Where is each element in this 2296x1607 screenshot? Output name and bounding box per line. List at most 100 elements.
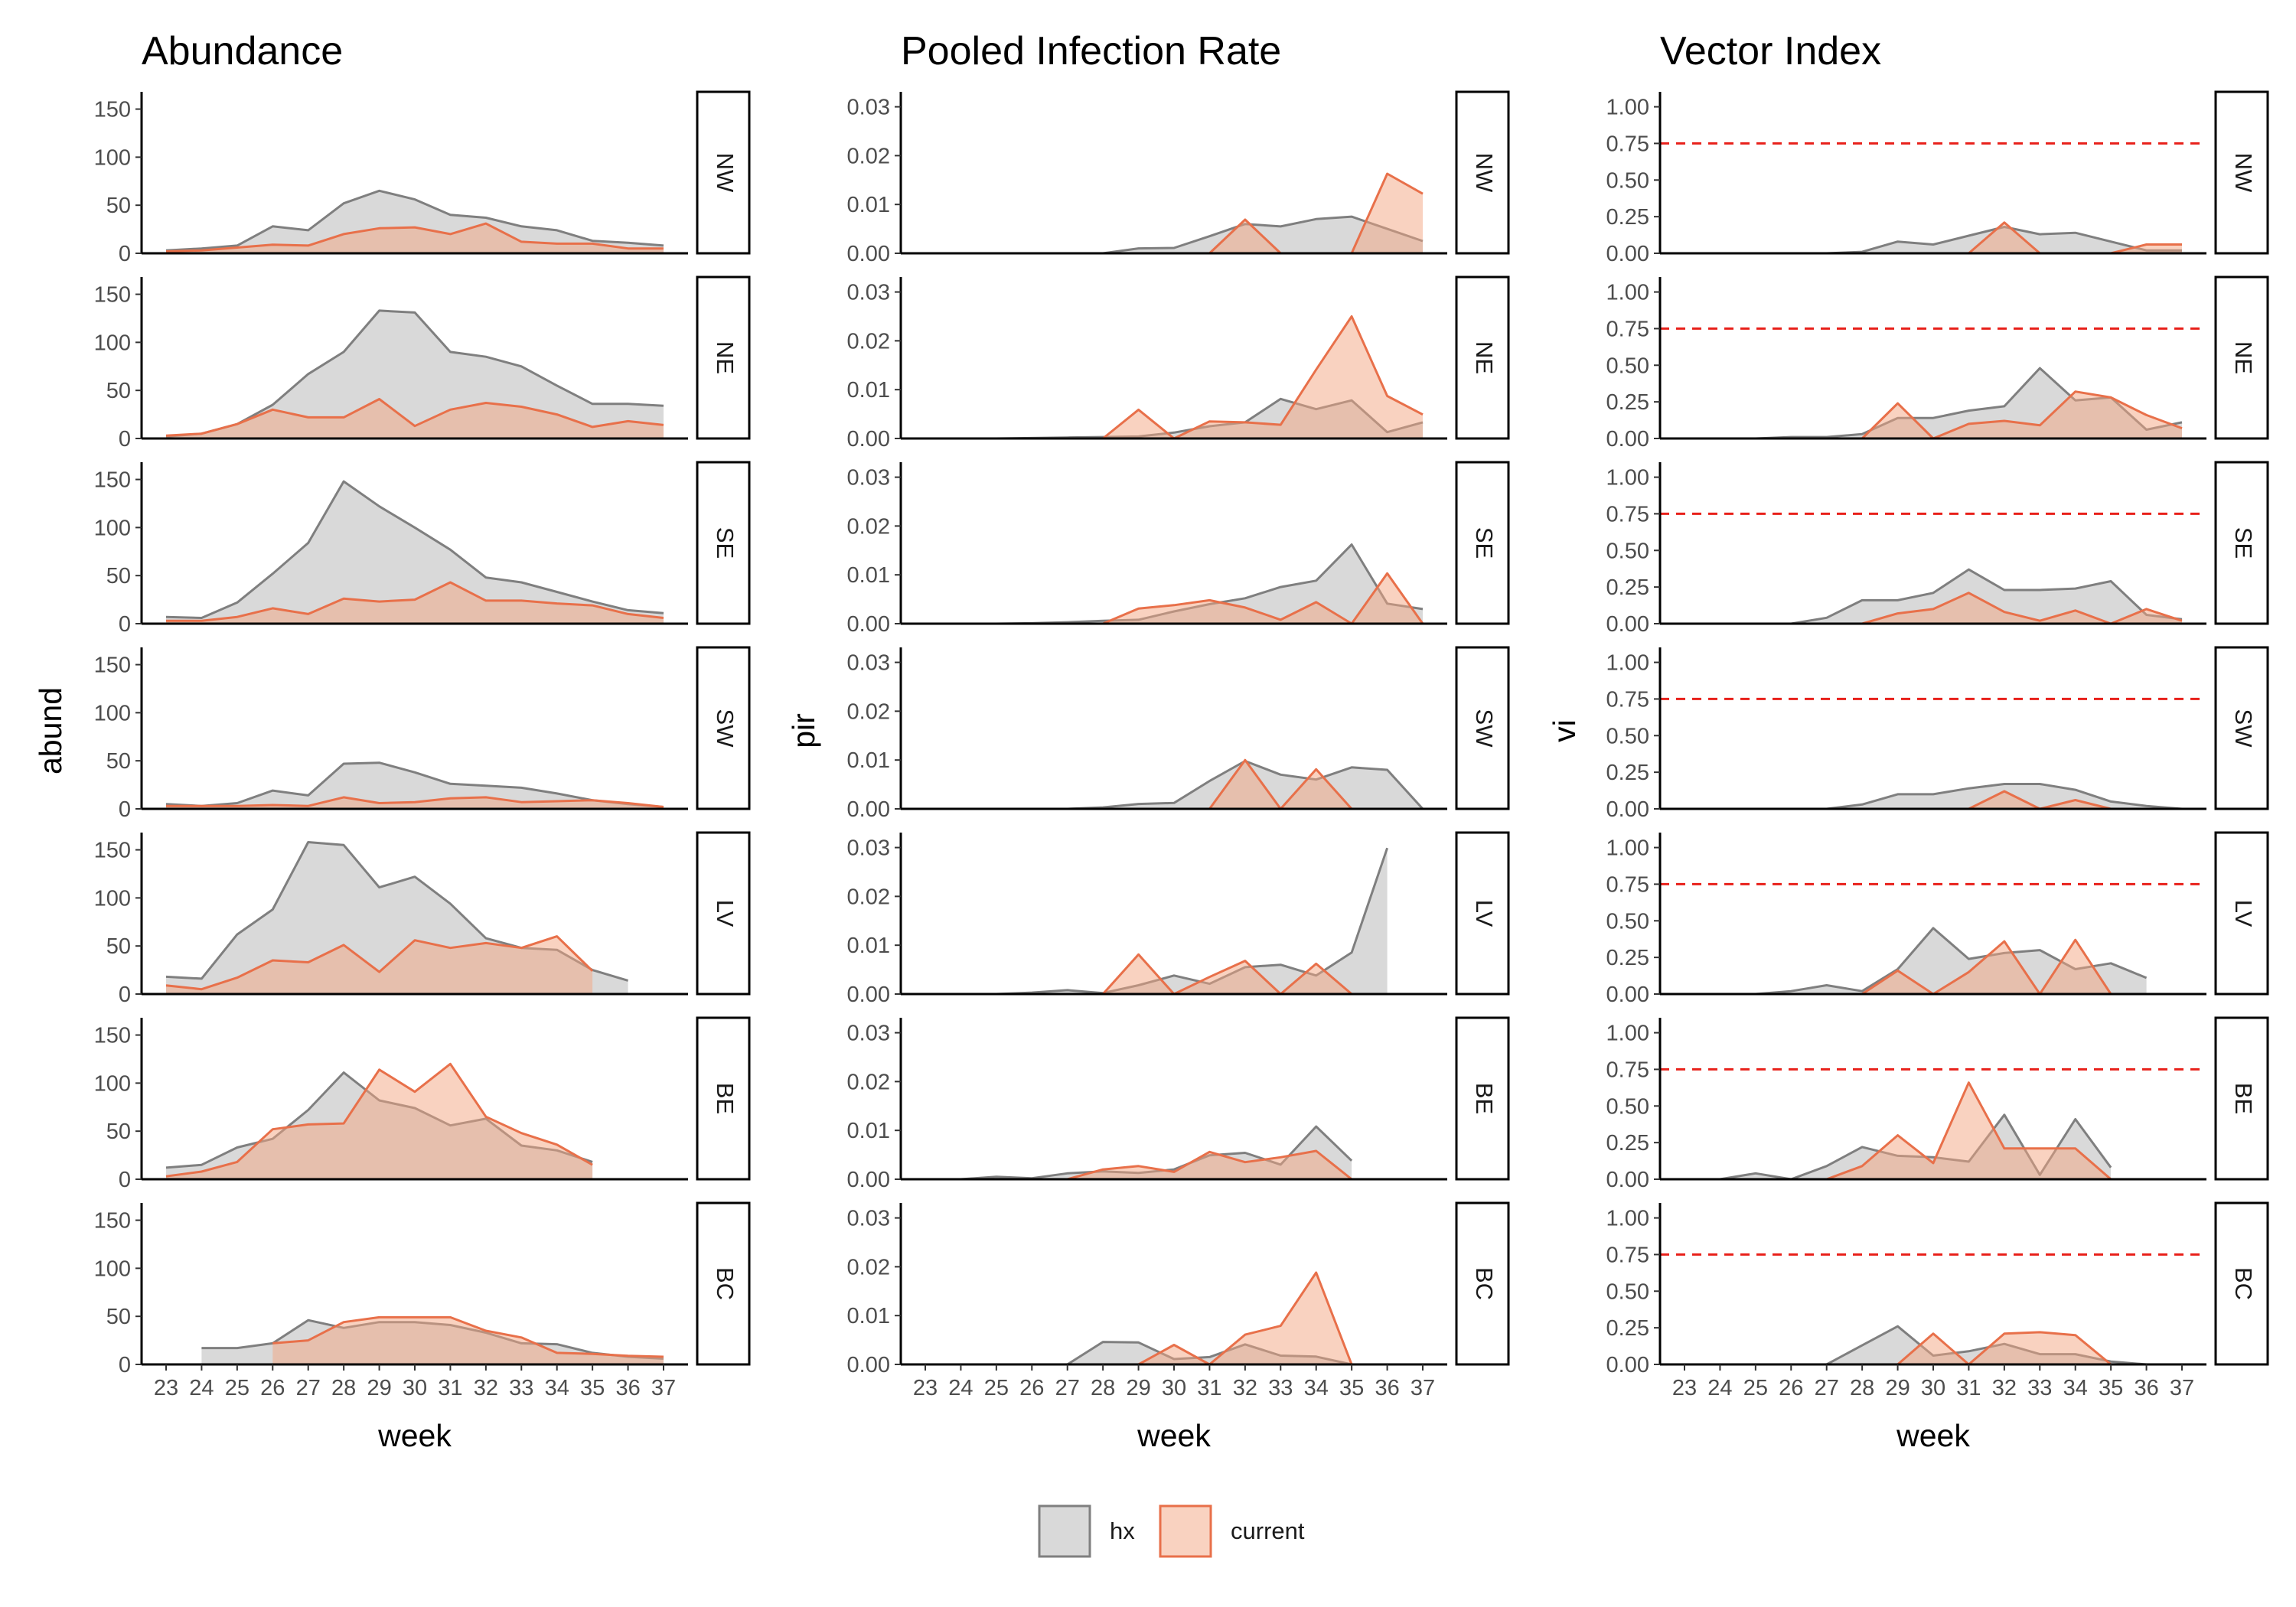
y-tick-label: 0.00 <box>847 1168 890 1192</box>
y-tick-label: 0.75 <box>1606 317 1649 341</box>
x-tick-label: 31 <box>1956 1376 1981 1400</box>
facet-label: NE <box>1471 341 1498 374</box>
facet-strip <box>1455 461 1510 625</box>
y-tick-label: 0.00 <box>1606 797 1649 822</box>
current-area <box>1684 391 2182 438</box>
y-tick-label: 0.00 <box>847 427 890 451</box>
x-tick-label: 26 <box>1019 1376 1044 1400</box>
current-line <box>165 398 664 437</box>
y-tick-label: 0.02 <box>847 1255 890 1279</box>
y-tick-label: 1.00 <box>1606 1022 1649 1046</box>
y-tick-label: 0.75 <box>1606 1243 1649 1267</box>
y-tick-label: 0.25 <box>1606 390 1649 415</box>
y-tick-label: 0 <box>119 1168 131 1192</box>
facet-label: BC <box>1471 1267 1498 1300</box>
facet-SE: 0.00 0.25 0.50 0.75 1.00 SE <box>1606 461 2269 637</box>
x-axis-title: week <box>377 1418 452 1453</box>
current-area <box>1684 222 2182 253</box>
y-tick-label: 150 <box>94 839 131 863</box>
x-tick-label: 36 <box>615 1376 640 1400</box>
facet-SW: 0 50 100 150 SW <box>94 646 751 822</box>
x-tick-label: 25 <box>984 1376 1009 1400</box>
x-tick-label: 35 <box>580 1376 605 1400</box>
y-axis-title: vi <box>1547 719 1582 742</box>
y-tick-label: 0.25 <box>1606 946 1649 970</box>
y-tick-label: 100 <box>94 886 131 911</box>
x-tick-label: 32 <box>1992 1376 2017 1400</box>
y-tick-label: 0.03 <box>847 1207 890 1231</box>
y-tick-label: 0.75 <box>1606 1058 1649 1082</box>
y-tick-label: 0.02 <box>847 329 890 354</box>
y-tick-label: 0.50 <box>1606 1094 1649 1119</box>
x-tick-label: 30 <box>403 1376 427 1400</box>
y-tick-label: 100 <box>94 701 131 725</box>
y-tick-label: 0.03 <box>847 281 890 305</box>
y-tick-label: 150 <box>94 1024 131 1048</box>
current-area <box>1791 1332 2182 1364</box>
x-tick-label: 23 <box>913 1376 938 1400</box>
y-tick-label: 0.75 <box>1606 502 1649 526</box>
chart-title: Abundance <box>142 29 343 73</box>
y-tick-label: 1.00 <box>1606 836 1649 861</box>
hx-line <box>165 309 664 438</box>
y-tick-label: 0.02 <box>847 514 890 539</box>
hx-line <box>165 480 664 619</box>
x-tick-label: 30 <box>1921 1376 1945 1400</box>
facet-LV: 0.00 0.25 0.50 0.75 1.00 LV <box>1606 831 2269 1007</box>
facet-BC: 0.00 0.25 0.50 0.75 1.00 BC <box>1606 1201 2269 1377</box>
y-tick-label: 0.01 <box>847 1304 890 1328</box>
facet-label: LV <box>712 900 739 927</box>
facet-strip <box>1455 90 1510 255</box>
y-tick-label: 150 <box>94 654 131 678</box>
hx-area <box>925 544 1423 624</box>
facet-strip <box>696 90 751 255</box>
facet-label: NE <box>712 341 739 374</box>
hx-line <box>165 761 664 808</box>
hx-line <box>165 189 664 252</box>
y-tick-label: 1.00 <box>1606 466 1649 491</box>
facet-strip <box>2214 90 2269 255</box>
y-tick-label: 0.01 <box>847 934 890 958</box>
facet-strip <box>2214 646 2269 810</box>
y-tick-label: 0.01 <box>847 378 890 403</box>
hx-area <box>1684 784 2182 809</box>
current-area <box>166 1064 593 1179</box>
y-tick-label: 0.75 <box>1606 872 1649 897</box>
x-tick-label: 33 <box>1268 1376 1293 1400</box>
y-tick-label: 0.25 <box>1606 575 1649 600</box>
facet-BC: 0.00 0.01 0.02 0.03 BC <box>847 1201 1510 1377</box>
x-tick-label: 33 <box>509 1376 533 1400</box>
y-tick-label: 1.00 <box>1606 651 1649 676</box>
facet-label: BE <box>1471 1083 1498 1114</box>
y-tick-label: 150 <box>94 98 131 122</box>
facet-strip <box>696 461 751 625</box>
current-area <box>925 316 1423 438</box>
x-tick-label: 34 <box>2063 1376 2088 1400</box>
current-area <box>1032 1273 1423 1364</box>
x-axis-title: week <box>1137 1418 1211 1453</box>
y-tick-label: 0.02 <box>847 699 890 724</box>
chart-2: Vector Index0.000.250.500.751.00NW0.000.… <box>1547 29 2269 1453</box>
y-tick-label: 0.50 <box>1606 909 1649 934</box>
facet-strip <box>2214 461 2269 625</box>
y-tick-label: 0.01 <box>847 193 890 217</box>
x-tick-label: 28 <box>1850 1376 1874 1400</box>
current-area <box>166 936 593 994</box>
current-area <box>925 954 1352 994</box>
y-tick-label: 50 <box>106 379 131 403</box>
current-area <box>925 1151 1352 1179</box>
current-area <box>925 760 1423 809</box>
y-tick-label: 0 <box>119 612 131 637</box>
current-area <box>1684 1082 2112 1179</box>
x-tick-label: 25 <box>1743 1376 1768 1400</box>
x-tick-label: 23 <box>1672 1376 1697 1400</box>
y-tick-label: 0.25 <box>1606 1316 1649 1341</box>
facet-strip <box>1455 275 1510 440</box>
y-tick-label: 150 <box>94 283 131 308</box>
legend-key-current <box>1159 1504 1212 1558</box>
y-tick-label: 0.03 <box>847 466 890 491</box>
current-area <box>166 399 664 438</box>
facet-label: NW <box>712 153 739 193</box>
x-tick-label: 37 <box>2170 1376 2194 1400</box>
